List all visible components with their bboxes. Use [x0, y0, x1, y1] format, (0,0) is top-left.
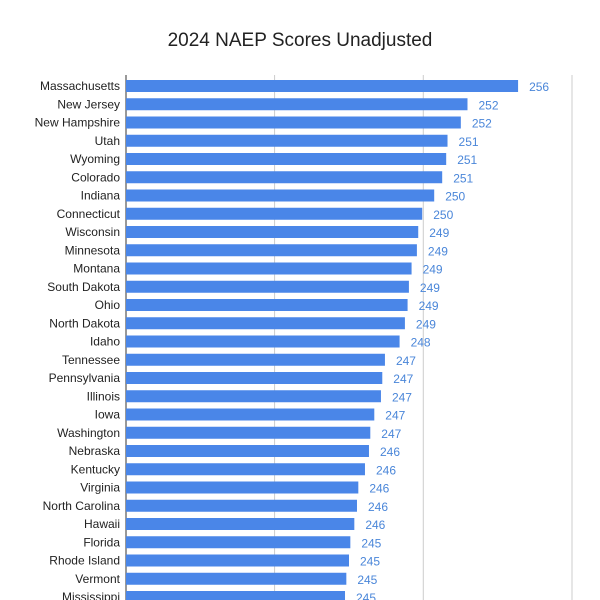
data-label: 249: [428, 244, 448, 258]
data-label: 248: [411, 336, 431, 350]
bar: [126, 426, 371, 439]
data-label: 247: [381, 427, 401, 441]
bar: [126, 244, 417, 257]
data-label: 245: [356, 591, 376, 600]
bar: [126, 134, 448, 147]
category-label: Montana: [73, 262, 120, 276]
data-label: 246: [380, 445, 400, 459]
bar: [126, 189, 435, 202]
bar: [126, 207, 423, 220]
data-label: 249: [416, 317, 436, 331]
bar: [126, 262, 412, 275]
category-label: Connecticut: [57, 207, 121, 221]
bar: [126, 372, 383, 384]
category-label: Massachusetts: [40, 79, 120, 93]
bar: [126, 317, 405, 330]
bar: [126, 591, 346, 600]
bar: [126, 153, 447, 165]
category-label: Illinois: [87, 389, 120, 403]
data-label: 246: [376, 463, 396, 477]
category-label: Idaho: [90, 335, 120, 349]
data-label: 245: [361, 536, 381, 550]
bar: [126, 299, 408, 311]
data-label: 245: [357, 573, 377, 587]
bar: [126, 518, 355, 530]
category-label: Tennessee: [62, 353, 120, 367]
data-label: 249: [429, 226, 449, 240]
data-label: 249: [420, 281, 440, 295]
category-label: New Jersey: [57, 97, 120, 111]
bar: [126, 98, 468, 111]
category-label: North Carolina: [43, 499, 121, 513]
bar: [126, 572, 347, 585]
category-label: Utah: [95, 134, 120, 148]
data-label: 251: [457, 153, 477, 167]
bar: [126, 390, 381, 403]
data-label: 247: [392, 390, 412, 404]
category-label: Iowa: [95, 408, 121, 422]
data-label: 250: [433, 208, 453, 222]
data-label: 252: [472, 117, 492, 131]
category-label: Washington: [57, 426, 120, 440]
category-label: Pennsylvania: [49, 371, 121, 385]
bar: [126, 408, 375, 421]
data-label: 247: [393, 372, 413, 386]
data-label: 246: [368, 500, 388, 514]
bar: [126, 536, 351, 549]
category-label: Indiana: [81, 189, 121, 203]
data-label: 249: [419, 299, 439, 313]
category-label: Minnesota: [65, 243, 121, 257]
data-label: 250: [445, 190, 465, 204]
bar: [126, 335, 400, 348]
category-label: Mississippi: [62, 590, 120, 600]
data-label: 251: [459, 135, 479, 149]
category-label: Wisconsin: [65, 225, 120, 239]
category-label: Rhode Island: [49, 554, 120, 568]
data-label: 251: [453, 171, 473, 185]
data-label: 256: [529, 80, 549, 94]
data-label: 252: [478, 98, 498, 112]
bar: [126, 353, 385, 366]
category-label: Nebraska: [69, 444, 121, 458]
bar: [126, 226, 419, 238]
bar: [126, 499, 357, 512]
category-label: Virginia: [80, 481, 120, 495]
data-label: 246: [369, 482, 389, 496]
bar: [126, 116, 461, 129]
chart-title: 2024 NAEP Scores Unadjusted: [167, 30, 433, 51]
category-label: Wyoming: [70, 152, 120, 166]
category-label: Hawaii: [84, 517, 120, 531]
bar: [126, 445, 369, 457]
category-label: Colorado: [71, 170, 120, 184]
category-label: Kentucky: [71, 462, 120, 476]
data-label: 246: [365, 518, 385, 532]
category-label: Florida: [83, 535, 120, 549]
bars: [126, 80, 519, 600]
data-label: 247: [385, 409, 405, 423]
bar: [126, 554, 349, 567]
data-label: 247: [396, 354, 416, 368]
category-label: North Dakota: [49, 316, 120, 330]
data-label: 249: [423, 263, 443, 277]
data-label: 245: [360, 555, 380, 569]
category-label: New Hampshire: [35, 116, 121, 130]
bar: [126, 171, 443, 184]
category-label: Vermont: [75, 572, 120, 586]
bar: [126, 481, 359, 494]
category-label: Ohio: [95, 298, 121, 312]
category-label: South Dakota: [47, 280, 120, 294]
bar: [126, 463, 365, 476]
labels: Massachusetts 256 New Jersey 252 New Hampshi…: [35, 79, 550, 600]
bar: [126, 80, 519, 92]
bar: [126, 280, 409, 293]
